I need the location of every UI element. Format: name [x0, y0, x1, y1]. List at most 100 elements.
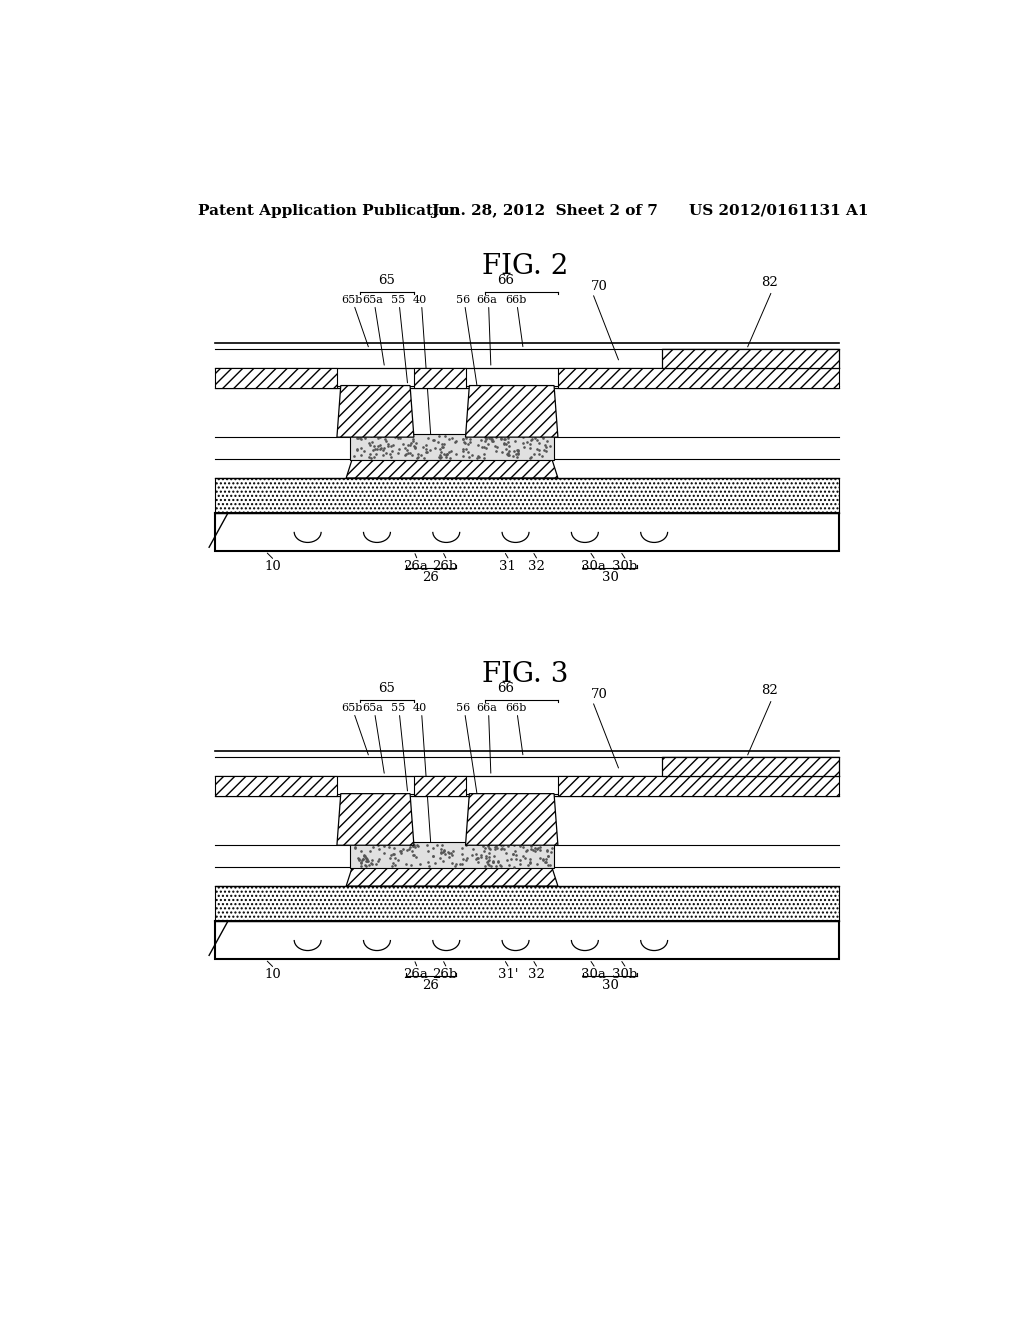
Point — [362, 425, 379, 446]
Point — [477, 846, 494, 867]
Point — [454, 843, 470, 865]
Point — [372, 426, 388, 447]
Point — [483, 834, 500, 855]
Polygon shape — [466, 793, 558, 845]
Point — [455, 428, 471, 449]
Point — [431, 446, 447, 467]
Text: 56: 56 — [456, 702, 470, 713]
Point — [515, 433, 531, 454]
Point — [539, 840, 555, 861]
Point — [397, 437, 414, 458]
Point — [535, 446, 551, 467]
Point — [483, 430, 500, 451]
Point — [522, 438, 539, 459]
Polygon shape — [558, 776, 839, 796]
Point — [425, 845, 441, 866]
Point — [368, 444, 384, 465]
Point — [387, 426, 403, 447]
Point — [474, 836, 490, 857]
Text: FIG. 2: FIG. 2 — [481, 252, 568, 280]
Point — [395, 838, 412, 859]
Point — [480, 853, 497, 874]
Point — [482, 838, 499, 859]
Text: 26b: 26b — [432, 969, 458, 982]
Point — [411, 447, 427, 469]
Point — [359, 851, 376, 873]
Point — [501, 854, 517, 875]
Point — [419, 834, 435, 855]
Point — [425, 837, 441, 858]
Point — [435, 444, 452, 465]
Point — [400, 442, 417, 463]
Point — [407, 437, 423, 458]
Point — [514, 426, 530, 447]
Text: 66a: 66a — [476, 702, 498, 713]
Text: 26b: 26b — [432, 561, 458, 573]
Point — [496, 838, 512, 859]
Point — [480, 434, 497, 455]
Point — [506, 834, 522, 855]
Point — [385, 843, 401, 865]
Point — [426, 429, 442, 450]
Point — [483, 428, 500, 449]
Point — [452, 853, 468, 874]
Point — [522, 836, 539, 857]
Text: 65: 65 — [379, 682, 395, 696]
Point — [432, 442, 449, 463]
Text: 26: 26 — [423, 979, 439, 993]
Point — [528, 430, 545, 451]
Point — [481, 838, 498, 859]
Point — [370, 436, 386, 457]
Point — [434, 434, 451, 455]
Point — [536, 428, 552, 449]
Point — [352, 851, 369, 873]
Point — [406, 436, 422, 457]
Point — [488, 837, 505, 858]
Point — [454, 837, 470, 858]
Point — [358, 847, 375, 869]
Point — [361, 433, 378, 454]
Point — [366, 446, 382, 467]
Point — [507, 845, 523, 866]
Point — [367, 438, 383, 459]
Text: 66a: 66a — [476, 294, 498, 305]
Point — [485, 850, 502, 871]
Point — [523, 838, 540, 859]
Point — [350, 428, 367, 449]
Point — [538, 851, 554, 873]
Point — [390, 850, 407, 871]
Polygon shape — [350, 434, 554, 461]
Point — [406, 430, 422, 451]
Point — [392, 841, 409, 862]
Text: 56: 56 — [456, 294, 470, 305]
Point — [477, 855, 494, 876]
Point — [365, 836, 381, 857]
Point — [364, 853, 380, 874]
Point — [477, 429, 494, 450]
Point — [500, 432, 516, 453]
Point — [398, 440, 415, 461]
Point — [458, 834, 474, 855]
Point — [522, 847, 539, 869]
Polygon shape — [414, 776, 466, 796]
Text: 32: 32 — [528, 561, 545, 573]
Point — [498, 438, 514, 459]
Point — [402, 442, 419, 463]
Point — [419, 442, 435, 463]
Point — [447, 855, 464, 876]
Point — [494, 834, 510, 855]
Point — [531, 440, 548, 461]
Point — [415, 437, 431, 458]
Point — [480, 854, 497, 875]
Point — [477, 430, 494, 451]
Point — [400, 838, 417, 859]
Text: 65: 65 — [379, 275, 395, 286]
Point — [493, 855, 509, 876]
Point — [483, 429, 500, 450]
Polygon shape — [466, 385, 558, 437]
Point — [539, 430, 555, 451]
Point — [412, 854, 428, 875]
Point — [529, 854, 546, 875]
Point — [351, 428, 368, 449]
Point — [347, 837, 364, 858]
